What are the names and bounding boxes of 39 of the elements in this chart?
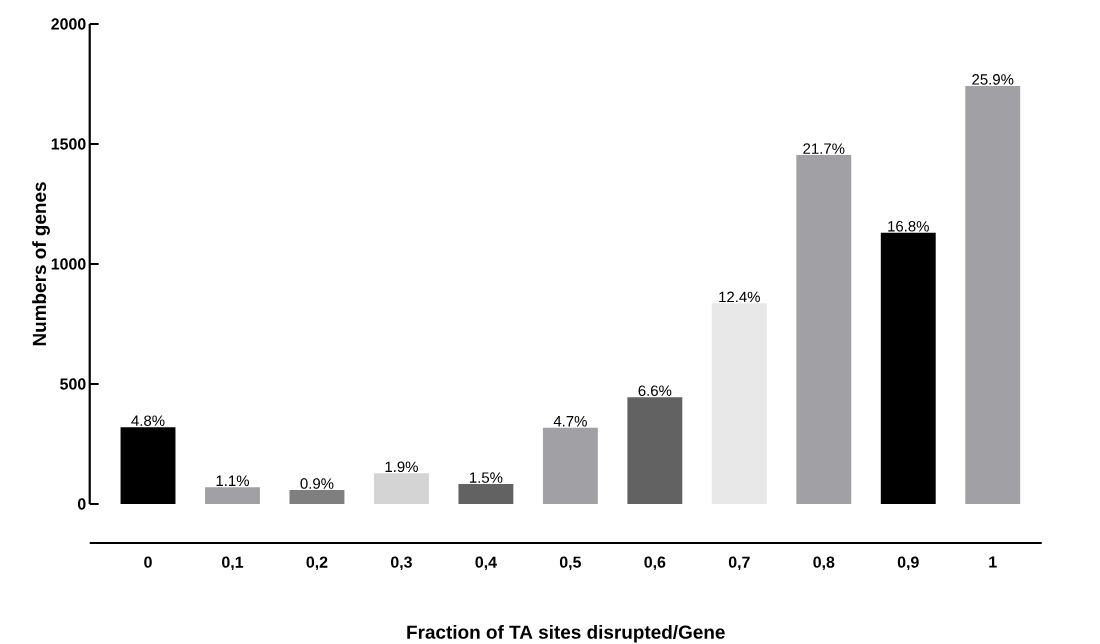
x-tick-label: 0,8 (813, 556, 835, 571)
bar (120, 427, 176, 504)
x-tick-label: 0 (144, 556, 152, 568)
bar (205, 487, 260, 504)
annotation: 0.9% (300, 478, 334, 489)
x-axis-title: Fraction of TA sites disrupted/Gene (407, 624, 725, 643)
x-tick-label: 1 (989, 556, 997, 568)
bar (880, 232, 936, 504)
y-tick-label: 0 (77, 498, 86, 510)
y-tick-label: 2000 (51, 18, 86, 30)
x-tick-label: 0,1 (222, 556, 244, 571)
annotation: 25.9% (972, 74, 1014, 85)
x-tick-label: 0,3 (390, 556, 412, 571)
y-tick-label: 1500 (51, 138, 86, 150)
y-tick-label: 500 (60, 378, 86, 390)
bar (289, 490, 345, 504)
annotation: 4.8% (131, 415, 165, 426)
x-tick-label: 0,4 (475, 556, 497, 571)
x-tick-label: 0,7 (728, 556, 750, 571)
x-tick-label: 0,6 (644, 556, 666, 571)
x-tick-label: 0,5 (559, 556, 582, 571)
x-tick-label: 0,2 (306, 556, 328, 571)
annotation: 16.8% (888, 221, 929, 232)
bar (627, 397, 683, 504)
bar (458, 484, 514, 504)
annotation: 1.9% (385, 461, 418, 473)
annotation: 12.4% (719, 291, 760, 303)
annotation: 21.7% (803, 143, 845, 154)
annotation: 6.6% (638, 385, 672, 396)
x-tick-label: 0,9 (897, 556, 919, 571)
bar (796, 155, 852, 504)
bar (965, 85, 1021, 504)
bar (542, 427, 598, 504)
y-tick-label: 1000 (51, 258, 86, 270)
annotation: 1.5% (470, 472, 503, 483)
annotation: 4.7% (553, 416, 587, 427)
annotation: 1.1% (216, 475, 249, 486)
y-axis-title: Numbers of genes (32, 182, 50, 346)
bar (373, 473, 429, 504)
